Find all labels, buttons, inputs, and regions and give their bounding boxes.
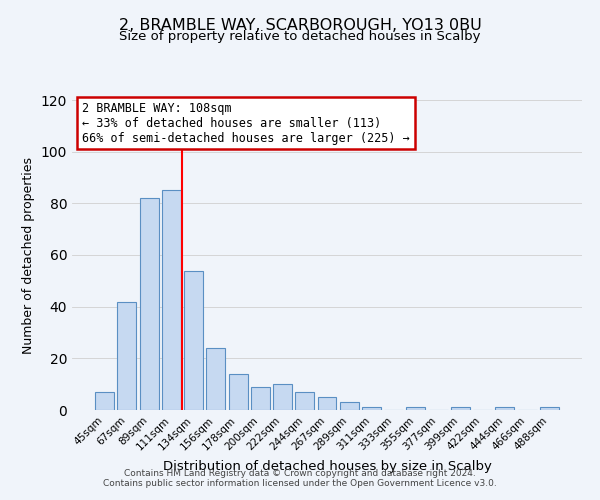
Bar bbox=[229, 374, 248, 410]
Bar bbox=[184, 270, 203, 410]
Text: 2 BRAMBLE WAY: 108sqm
← 33% of detached houses are smaller (113)
66% of semi-det: 2 BRAMBLE WAY: 108sqm ← 33% of detached … bbox=[82, 102, 410, 144]
Bar bbox=[406, 408, 425, 410]
Text: Contains public sector information licensed under the Open Government Licence v3: Contains public sector information licen… bbox=[103, 479, 497, 488]
Bar bbox=[95, 392, 114, 410]
Bar bbox=[496, 408, 514, 410]
X-axis label: Distribution of detached houses by size in Scalby: Distribution of detached houses by size … bbox=[163, 460, 491, 473]
Bar bbox=[540, 408, 559, 410]
Text: Size of property relative to detached houses in Scalby: Size of property relative to detached ho… bbox=[119, 30, 481, 43]
Bar bbox=[317, 397, 337, 410]
Bar bbox=[362, 408, 381, 410]
Y-axis label: Number of detached properties: Number of detached properties bbox=[22, 156, 35, 354]
Bar bbox=[451, 408, 470, 410]
Bar bbox=[273, 384, 292, 410]
Bar bbox=[295, 392, 314, 410]
Bar bbox=[140, 198, 158, 410]
Bar bbox=[206, 348, 225, 410]
Bar bbox=[340, 402, 359, 410]
Bar bbox=[118, 302, 136, 410]
Text: 2, BRAMBLE WAY, SCARBOROUGH, YO13 0BU: 2, BRAMBLE WAY, SCARBOROUGH, YO13 0BU bbox=[119, 18, 481, 32]
Bar bbox=[162, 190, 181, 410]
Text: Contains HM Land Registry data © Crown copyright and database right 2024.: Contains HM Land Registry data © Crown c… bbox=[124, 469, 476, 478]
Bar bbox=[251, 387, 270, 410]
